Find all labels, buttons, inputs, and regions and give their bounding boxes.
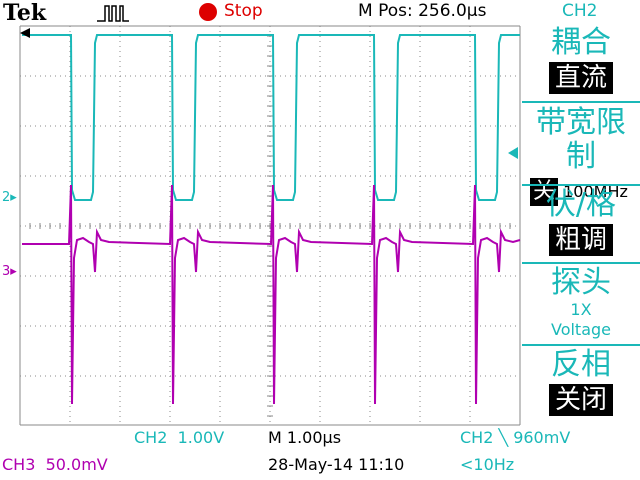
timebase-readout: M 1.00µs xyxy=(268,428,342,447)
trigger-level-arrow xyxy=(508,147,518,159)
pulse-trigger-icon xyxy=(97,5,129,22)
menu-channel-title: CH2 xyxy=(562,1,598,21)
channel-side-menu: 耦合 直流 带宽限制 关 100MHz 伏/格 粗调 探头 1X Voltage… xyxy=(522,26,640,426)
graticule xyxy=(19,25,521,426)
horizontal-position: M Pos: 256.0µs xyxy=(358,1,487,21)
ch2-ground-marker: 2▸ xyxy=(2,190,17,205)
trigger-readout: CH2 ╲ 960mV xyxy=(460,428,571,447)
menu-volts-div[interactable]: 伏/格 粗调 xyxy=(522,188,640,256)
run-status: Stop xyxy=(224,1,263,21)
probe-label: 探头 xyxy=(551,265,611,300)
ch3-ground-marker: 3▸ xyxy=(2,264,17,279)
ch3-scale-readout: CH3 50.0mV xyxy=(2,455,108,474)
menu-probe[interactable]: 探头 1X Voltage xyxy=(522,266,640,340)
probe-value: 1X xyxy=(570,300,592,319)
menu-divider xyxy=(522,344,640,346)
bandwidth-limit-label: 带宽限制 xyxy=(536,105,626,174)
menu-divider xyxy=(522,262,640,264)
invert-label: 反相 xyxy=(551,347,611,382)
probe-detail: Voltage xyxy=(550,320,611,339)
menu-bandwidth-limit[interactable]: 带宽限制 关 100MHz xyxy=(522,106,640,206)
ch2-waveform xyxy=(22,34,520,201)
date-time: 28-May-14 11:10 xyxy=(268,455,405,474)
menu-divider xyxy=(522,101,640,103)
coupling-value: 直流 xyxy=(548,62,613,94)
menu-coupling[interactable]: 耦合 直流 xyxy=(522,26,640,94)
brand-logo: Tek xyxy=(3,0,47,26)
bandwidth-limit-detail: 100MHz xyxy=(563,182,628,201)
volts-div-label: 伏/格 xyxy=(545,187,617,222)
volts-div-value: 粗调 xyxy=(548,224,613,256)
ch2-scale-readout: CH2 1.00V xyxy=(134,428,225,447)
coupling-label: 耦合 xyxy=(551,25,611,60)
menu-divider xyxy=(522,184,640,186)
trigger-position-arrow xyxy=(20,28,30,38)
ch3-waveform xyxy=(22,184,521,405)
menu-invert[interactable]: 反相 关闭 xyxy=(522,348,640,416)
run-status-icon xyxy=(199,3,217,21)
trigger-frequency: <10Hz xyxy=(460,455,515,474)
invert-value: 关闭 xyxy=(548,384,613,416)
